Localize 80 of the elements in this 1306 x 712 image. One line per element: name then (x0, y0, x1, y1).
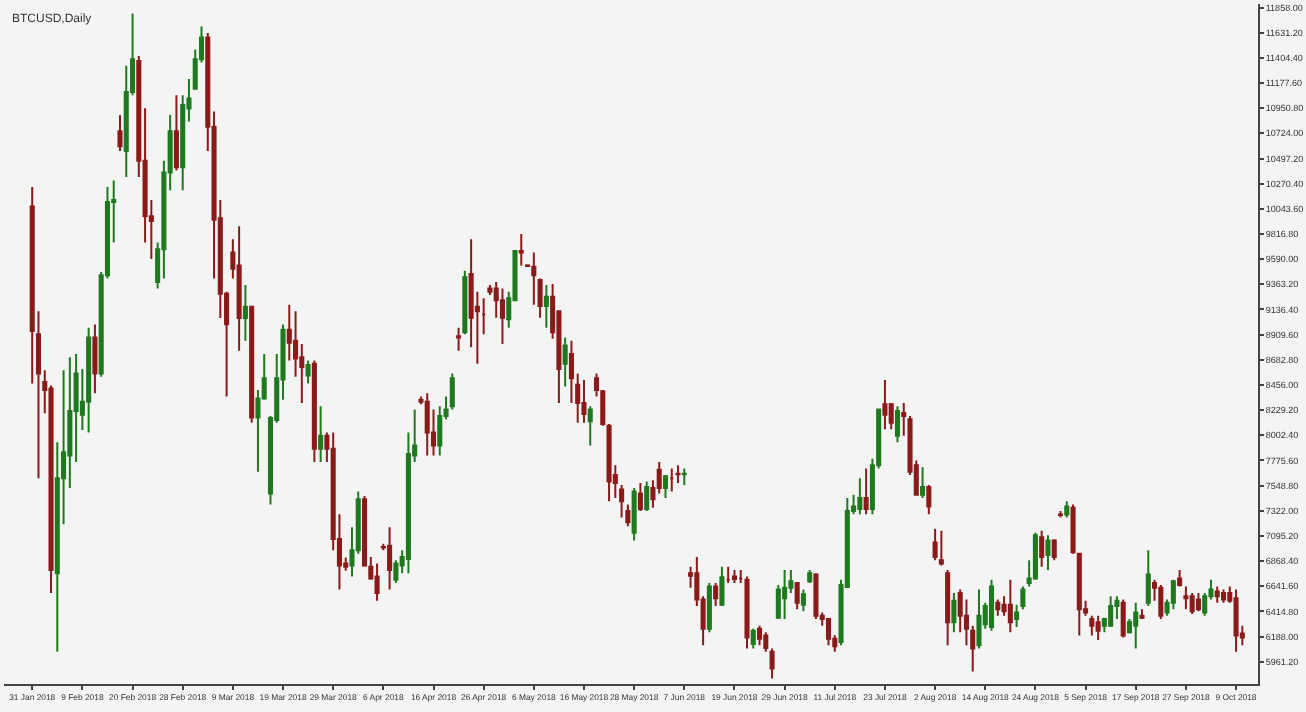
candlestick (581, 379, 587, 424)
candlestick (242, 284, 248, 342)
candlestick (1139, 608, 1145, 621)
candlestick (863, 467, 869, 516)
candlestick (669, 467, 675, 493)
candlestick (587, 405, 593, 447)
candlestick (374, 562, 380, 602)
candlestick (1183, 585, 1189, 611)
candlestick (1089, 614, 1095, 637)
candlestick (1214, 585, 1220, 604)
candlestick (794, 582, 800, 611)
candlestick (644, 480, 650, 513)
candlestick (938, 529, 944, 567)
candlestick (1057, 510, 1064, 519)
candlestick (1120, 598, 1126, 639)
candlestick (988, 578, 995, 632)
candlestick (976, 588, 982, 650)
candlestick (1133, 601, 1139, 650)
candlestick (92, 323, 98, 395)
candlestick (462, 269, 468, 336)
candlestick (249, 305, 255, 424)
candlestick (744, 575, 750, 650)
candlestick (757, 624, 763, 647)
candlestick (1220, 588, 1227, 604)
candlestick (857, 477, 863, 516)
candlestick (1007, 578, 1013, 634)
candlestick (1189, 591, 1195, 615)
candlestick (800, 588, 806, 613)
candlestick (894, 405, 901, 444)
candlestick (1051, 538, 1057, 562)
candlestick (562, 336, 568, 388)
candlestick (499, 287, 505, 346)
candlestick (1032, 531, 1038, 581)
candlestick (518, 233, 524, 267)
candlestick (719, 565, 725, 608)
candlestick (825, 618, 832, 647)
candlestick (813, 572, 819, 621)
candlestick (1170, 578, 1176, 611)
candlestick (932, 527, 938, 562)
candlestick (1195, 591, 1201, 613)
candlestick (750, 627, 756, 650)
candlestick (1145, 549, 1151, 608)
candlestick (449, 372, 455, 411)
candlestick (117, 113, 123, 152)
candlestick (1158, 584, 1164, 621)
candlestick (1039, 529, 1045, 568)
candlestick (945, 568, 951, 647)
candlestick (1114, 595, 1120, 621)
candlestick (807, 568, 813, 585)
candlestick (236, 225, 242, 352)
candlestick (782, 568, 788, 621)
candlestick (920, 466, 926, 499)
candlestick (318, 405, 324, 463)
candlestick (1095, 614, 1101, 642)
candlestick (1045, 534, 1051, 571)
candlestick (731, 568, 737, 585)
candlestick (1233, 588, 1239, 653)
candlestick (995, 598, 1001, 617)
candlestick (951, 591, 957, 634)
candlestick (662, 474, 669, 499)
candlestick (543, 284, 549, 329)
candlestick (387, 526, 393, 591)
candlestick (725, 565, 731, 585)
candlestick (424, 392, 430, 457)
candlestick (675, 464, 681, 484)
candlestick (311, 359, 317, 463)
candlestick (631, 487, 637, 542)
candlestick (1108, 595, 1114, 628)
candlestick (926, 483, 932, 516)
candlestick (637, 481, 643, 513)
candlestick (173, 94, 179, 172)
candlestick (86, 326, 92, 434)
candlestick (713, 582, 719, 608)
candlestick (681, 467, 687, 486)
candlestick (706, 582, 712, 634)
candlestick (305, 359, 311, 385)
candlestick (882, 379, 888, 431)
candlestick (456, 326, 462, 352)
candlestick (1177, 568, 1183, 588)
candlestick (1064, 500, 1070, 519)
